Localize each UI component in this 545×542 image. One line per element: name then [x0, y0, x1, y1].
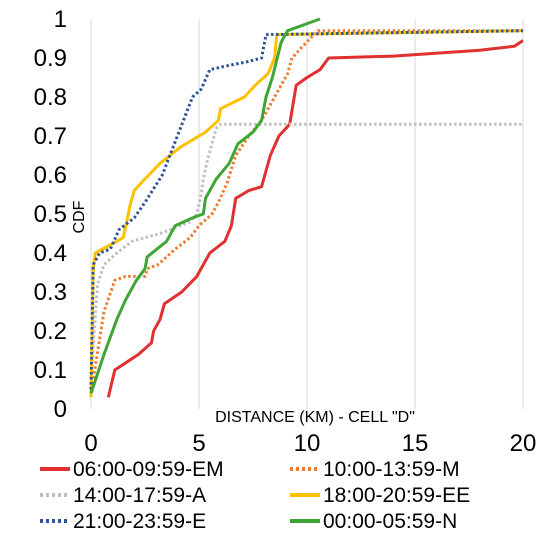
y-tick-label: 0.3 [34, 279, 67, 306]
legend-item: 21:00-23:59-E [40, 510, 206, 533]
legend-item: 14:00-17:59-A [40, 484, 206, 507]
series-line [89, 29, 524, 390]
y-tick-label: 0.1 [34, 357, 67, 384]
x-tick-label: 20 [510, 430, 537, 457]
x-tick-label: 0 [84, 430, 97, 457]
x-tick-label: 5 [192, 430, 205, 457]
legend-item: 00:00-05:59-N [290, 510, 457, 533]
legend-item: 10:00-13:59-M [290, 458, 460, 481]
series-line [89, 122, 523, 378]
series-line [89, 29, 524, 398]
legend-label: 18:00-20:59-EE [323, 484, 470, 507]
x-tick-label: 15 [402, 430, 429, 457]
y-tick-label: 0.5 [34, 201, 67, 228]
legend-item: 06:00-09:59-EM [40, 458, 224, 481]
y-tick-label: 0.2 [34, 318, 67, 345]
legend-label: 00:00-05:59-N [323, 510, 457, 533]
legend-label: 14:00-17:59-A [73, 484, 206, 507]
y-tick-label: 1 [54, 6, 67, 33]
series-lines [89, 17, 524, 398]
y-tick-label: 0.6 [34, 162, 67, 189]
legend-item: 18:00-20:59-EE [290, 484, 470, 507]
y-tick-label: 0.7 [34, 123, 67, 150]
x-tick-label: 10 [294, 430, 321, 457]
legend: 06:00-09:59-EM 10:00-13:59-M 14:00-17:59-A… [40, 458, 470, 533]
series-line [89, 17, 321, 394]
legend-label: 10:00-13:59-M [323, 458, 460, 481]
x-axis-label: DISTANCE (KM) - CELL "D" [215, 409, 415, 426]
y-tick-label: 0 [54, 396, 67, 423]
series-line [106, 39, 524, 398]
y-tick-label: 0.9 [34, 45, 67, 72]
y-tick-label: 0.4 [34, 240, 67, 267]
y-axis-label: CDF [71, 200, 88, 233]
series-line [89, 29, 523, 394]
y-tick-label: 0.8 [34, 84, 67, 111]
legend-label: 21:00-23:59-E [73, 510, 206, 533]
grid-lines [198, 19, 524, 409]
legend-label: 06:00-09:59-EM [73, 458, 224, 481]
